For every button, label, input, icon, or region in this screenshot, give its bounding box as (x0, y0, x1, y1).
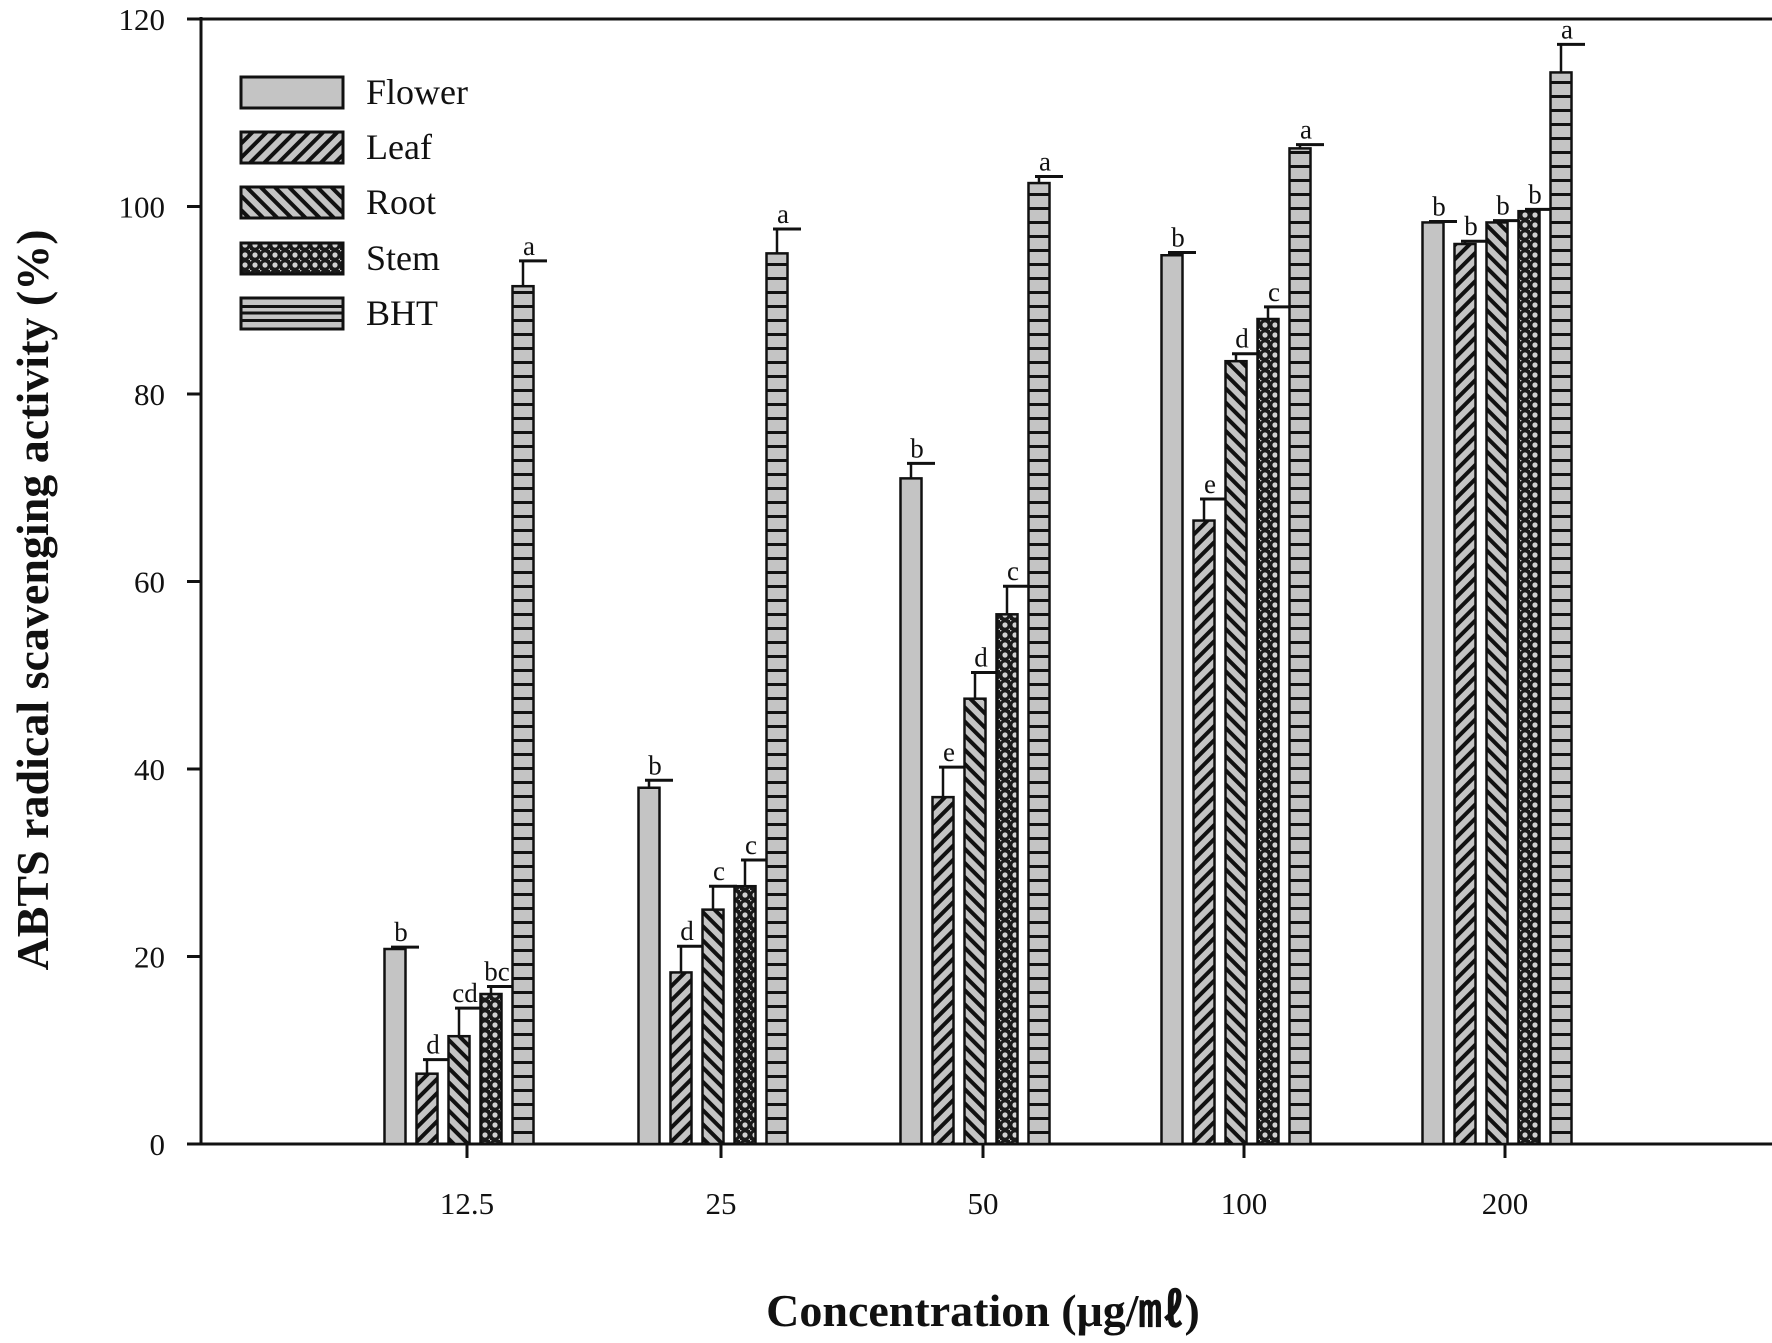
bar-stem (733, 884, 757, 1146)
legend-label-leaf: Leaf (366, 127, 432, 167)
bar-bht (765, 252, 789, 1146)
legend-swatch-stem (239, 241, 345, 276)
significance-letter: d (1235, 324, 1249, 354)
significance-letter: b (1432, 192, 1446, 222)
legend-label-stem: Stem (366, 238, 440, 278)
x-tick-label: 200 (1482, 1186, 1529, 1221)
y-tick-label: 80 (134, 377, 165, 412)
bar-stem (479, 992, 503, 1146)
bar-flower (637, 786, 661, 1146)
y-tick-label: 120 (119, 2, 166, 37)
y-axis-label: ABTS radical scavenging activity (%) (7, 229, 58, 970)
y-tick-label: 100 (119, 190, 166, 225)
bar-root (963, 697, 987, 1146)
significance-letter: a (1300, 115, 1312, 145)
legend-label-bht: BHT (366, 293, 438, 333)
significance-letter: c (713, 856, 725, 886)
significance-letter: a (1561, 14, 1573, 44)
x-tick-label: 50 (968, 1186, 999, 1221)
significance-letter: bc (484, 957, 510, 987)
legend-swatch-leaf (239, 130, 345, 165)
bar-flower (383, 947, 407, 1146)
significance-letter: e (943, 737, 955, 767)
y-tick-label: 40 (134, 752, 165, 787)
significance-letter: b (1528, 179, 1542, 209)
significance-letter: a (777, 199, 789, 229)
bar-bht (1549, 71, 1573, 1146)
significance-letter: b (648, 750, 662, 780)
bar-leaf (1453, 242, 1477, 1146)
y-tick-label: 20 (134, 940, 165, 975)
legend-label-root: Root (366, 182, 436, 222)
y-tick-label: 0 (150, 1127, 166, 1162)
significance-letter: b (910, 433, 924, 463)
significance-letter: cd (452, 978, 478, 1008)
legend-label-flower: Flower (366, 72, 468, 112)
bar-leaf (1192, 519, 1216, 1146)
bar-leaf (669, 971, 693, 1146)
significance-letter: c (1268, 277, 1280, 307)
bar-flower (1421, 221, 1445, 1146)
y-tick-label: 60 (134, 565, 165, 600)
significance-letter: d (974, 642, 988, 672)
significance-letter: d (680, 916, 694, 946)
bar-flower (1160, 254, 1184, 1146)
bar-stem (995, 613, 1019, 1146)
significance-letter: c (745, 830, 757, 860)
bar-root (1224, 359, 1248, 1146)
significance-letter: b (394, 917, 408, 947)
bar-root (1485, 221, 1509, 1146)
bar-bht (1288, 147, 1312, 1146)
bar-leaf (931, 795, 955, 1146)
bar-bht (1027, 181, 1051, 1146)
bar-bht (511, 284, 535, 1146)
significance-letter: b (1464, 211, 1478, 241)
legend: Flower Leaf Root Stem BHT (239, 72, 468, 333)
bar-leaf (415, 1072, 439, 1146)
bar-stem (1256, 317, 1280, 1146)
significance-letter: c (1007, 556, 1019, 586)
x-tick-label: 25 (706, 1186, 737, 1221)
x-tick-label: 12.5 (440, 1186, 494, 1221)
legend-swatch-root (239, 185, 345, 220)
bar-root (701, 908, 725, 1146)
significance-letter: d (426, 1030, 440, 1060)
significance-letter: a (523, 231, 535, 261)
significance-letter: b (1171, 222, 1185, 252)
significance-letter: a (1039, 147, 1051, 177)
significance-letter: e (1204, 469, 1216, 499)
bar-stem (1517, 209, 1541, 1146)
bar-flower (899, 477, 923, 1146)
legend-swatch-flower (239, 75, 345, 110)
bar-root (447, 1034, 471, 1146)
significance-letter: b (1496, 191, 1510, 221)
x-tick-label: 100 (1221, 1186, 1268, 1221)
x-axis-label: Concentration (μg/㎖) (766, 1285, 1200, 1336)
